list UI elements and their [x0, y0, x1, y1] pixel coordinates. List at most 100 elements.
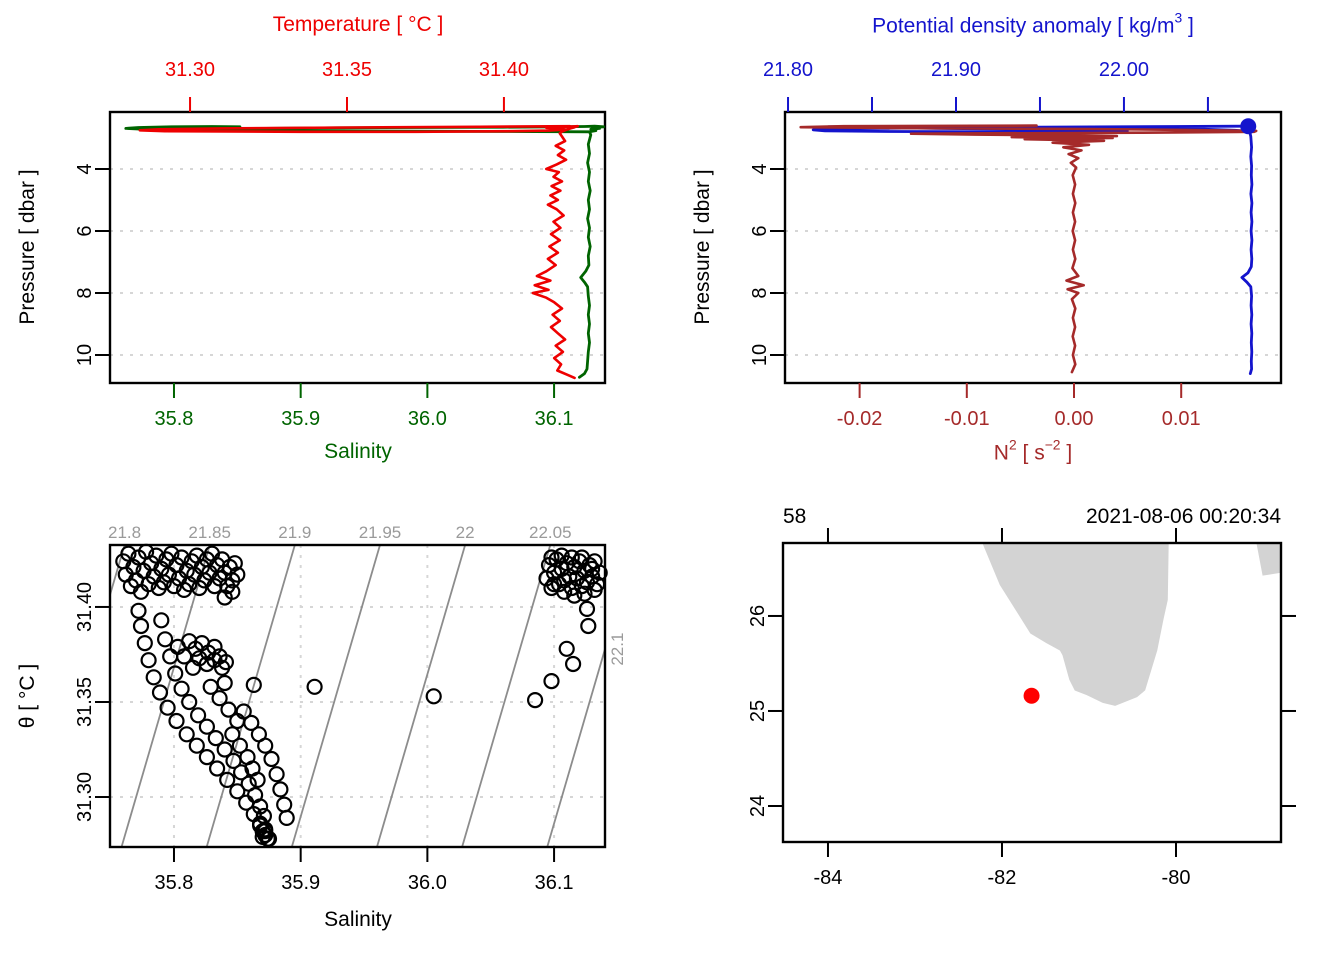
- plot-box: [108, 110, 607, 385]
- isopycnal-line: [205, 545, 296, 847]
- station-number-label: 58: [783, 505, 807, 528]
- n2-axis-title: N2 [ s−2 ]: [993, 436, 1073, 465]
- tick-label: 35.8: [155, 408, 194, 430]
- ts-point: [235, 703, 252, 720]
- tick-label: 36.1: [535, 872, 574, 894]
- ts-point: [173, 680, 190, 697]
- ts-point: [571, 553, 588, 570]
- tick-label: 26: [747, 605, 769, 627]
- ts-point: [425, 688, 442, 705]
- isopycnal-label: 21.95: [359, 523, 402, 542]
- tick-label: 36.0: [408, 408, 447, 430]
- plot-box: [108, 543, 607, 849]
- temperature-axis-title: Temperature [ °C ]: [272, 13, 444, 36]
- ts-point: [132, 617, 150, 635]
- ts-point: [583, 560, 601, 578]
- ts-point: [207, 729, 224, 747]
- tick-label: 10: [749, 344, 771, 366]
- ts-point: [268, 766, 285, 783]
- pressure-axis-title-right-panel: Pressure [ dbar ]: [691, 169, 714, 325]
- tick-label: 35.9: [281, 872, 320, 894]
- ts-point: [278, 809, 295, 827]
- ts-point: [224, 726, 241, 743]
- ts-point: [229, 783, 246, 800]
- ts-point: [249, 771, 266, 789]
- ts-point: [181, 693, 198, 711]
- tick-label: 31.40: [479, 59, 529, 81]
- ts-point: [184, 659, 202, 676]
- ts-point: [263, 750, 280, 768]
- tick-label: -0.02: [837, 408, 883, 430]
- isopycnal-label: 22.1: [608, 633, 627, 666]
- ts-point: [243, 714, 260, 732]
- ts-point: [306, 678, 323, 695]
- isopycnal-line: [376, 545, 466, 847]
- ts-point: [130, 602, 147, 619]
- tick-label: 4: [749, 163, 771, 174]
- ts-point: [257, 737, 274, 754]
- tick-label: 35.9: [281, 408, 320, 430]
- isopycnal-line: [290, 545, 381, 847]
- plot-box: [783, 110, 1283, 385]
- density-surface-blob: [1240, 118, 1257, 135]
- ts-point: [255, 807, 272, 825]
- tick-label: 25: [747, 700, 769, 722]
- ts-point: [276, 796, 293, 813]
- tick-label: 35.8: [155, 872, 194, 894]
- tick-label: 0.01: [1162, 408, 1201, 430]
- ts-point: [245, 676, 262, 694]
- island-polygon: [1256, 543, 1281, 576]
- ts-point: [136, 634, 153, 652]
- tick-label: 21.90: [931, 59, 981, 81]
- isopycnal-line: [461, 545, 552, 847]
- ts-point: [140, 652, 157, 669]
- tick-label: 31.35: [322, 59, 372, 81]
- isopycnal-layer: [110, 545, 605, 847]
- ts-point: [545, 576, 563, 593]
- ts-point: [558, 640, 575, 657]
- ts-point: [216, 741, 233, 758]
- ts-point: [157, 631, 174, 648]
- ts-point: [556, 583, 573, 600]
- tick-label: -80: [1162, 867, 1191, 889]
- ts-point: [233, 764, 250, 781]
- n2-curve: [799, 124, 1258, 374]
- ts-point: [153, 612, 170, 629]
- tick-label: -84: [814, 867, 843, 889]
- ts-point: [190, 707, 207, 724]
- ts-point: [573, 549, 591, 566]
- tick-label: 0.00: [1055, 408, 1094, 430]
- tick-label: 4: [74, 163, 96, 174]
- tick-label: 6: [749, 225, 771, 236]
- ts-point: [566, 587, 583, 604]
- ts-point: [167, 665, 184, 682]
- tick-label: 31.30: [165, 59, 215, 81]
- ts-point: [561, 568, 578, 585]
- ts-point: [211, 690, 228, 707]
- tick-label: 21.80: [763, 59, 813, 81]
- tick-label: 31.30: [74, 772, 96, 822]
- ts-point: [173, 549, 190, 566]
- plot-box: [781, 541, 1283, 844]
- isopycnal-label: 21.8: [108, 523, 141, 542]
- ts-point: [578, 600, 596, 618]
- ts-scatter: [115, 543, 608, 847]
- tick-label: 8: [749, 287, 771, 298]
- salinity-axis-title-ts-panel: Salinity: [324, 908, 392, 931]
- tick-label: 22.00: [1099, 59, 1149, 81]
- salinity-axis-title-top-panel: Salinity: [324, 440, 392, 463]
- ts-point: [553, 547, 570, 564]
- station-datetime-label: 2021-08-06 00:20:34: [1086, 505, 1281, 528]
- ts-point: [145, 669, 162, 686]
- pressure-axis-title-left: Pressure [ dbar ]: [16, 169, 39, 325]
- ts-point: [229, 566, 246, 583]
- isopycnal-line: [546, 645, 605, 847]
- ts-point: [252, 798, 269, 815]
- ts-point: [162, 648, 179, 665]
- ts-point: [543, 549, 560, 566]
- ts-point: [272, 781, 289, 798]
- ts-point: [188, 737, 205, 754]
- ts-point: [231, 737, 248, 754]
